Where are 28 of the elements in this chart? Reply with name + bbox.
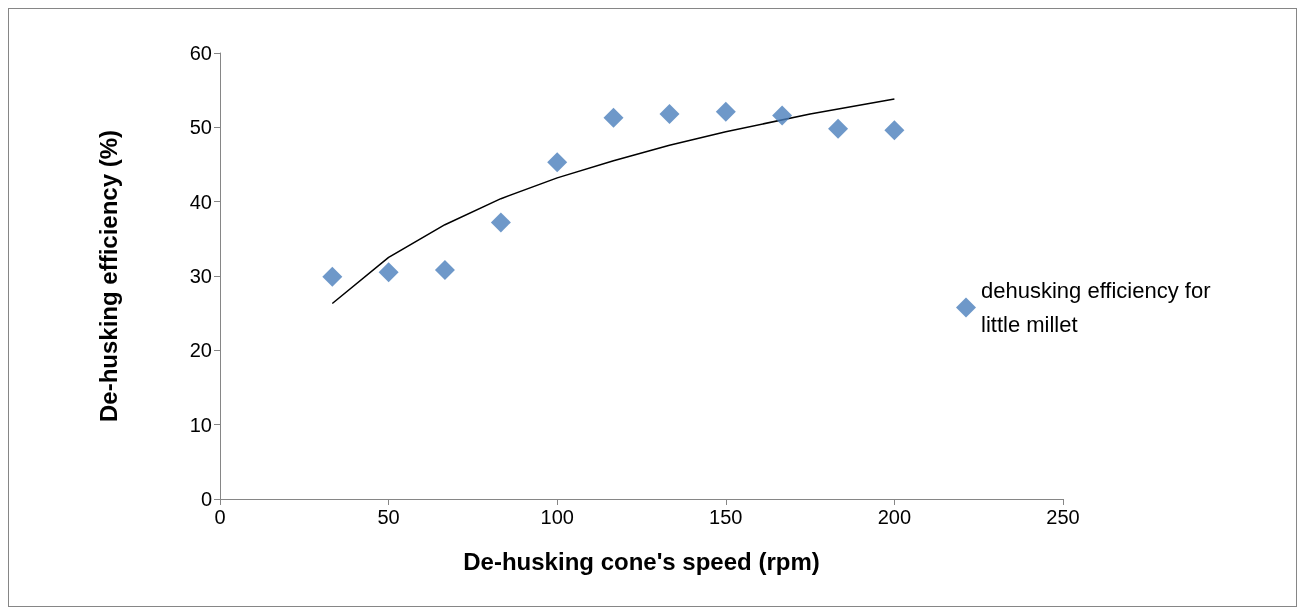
legend-label: dehusking efficiency for little millet — [981, 278, 1217, 337]
x-tick-label: 250 — [1046, 506, 1080, 528]
x-tick-label: 200 — [877, 506, 912, 528]
y-tick-label: 20 — [189, 339, 212, 362]
line-series — [331, 98, 896, 305]
x-tick-label: 150 — [709, 506, 743, 528]
y-tick-label: 10 — [189, 413, 212, 436]
point — [378, 262, 399, 283]
y-tick-label: 0 — [200, 488, 212, 510]
point — [659, 103, 680, 124]
y-tick-label: 30 — [189, 265, 212, 287]
x-axis-title: De-husking cone's speed (rpm) — [463, 547, 820, 575]
point — [434, 260, 455, 281]
x-tick-label: 100 — [540, 506, 574, 528]
x-tick-label: 0 — [214, 506, 226, 528]
point — [828, 118, 849, 139]
point — [603, 107, 624, 128]
point — [772, 105, 793, 126]
y-tick-label: 60 — [189, 42, 212, 64]
y-axis-title: De-husking efficiency (%) — [94, 129, 122, 423]
y-tick-label: 50 — [189, 116, 212, 139]
x-tick-label: 50 — [377, 506, 400, 528]
point — [547, 152, 568, 173]
point — [715, 101, 736, 122]
point — [490, 212, 511, 233]
point — [322, 266, 343, 287]
point — [884, 120, 905, 141]
y-tick-label: 40 — [189, 190, 212, 213]
